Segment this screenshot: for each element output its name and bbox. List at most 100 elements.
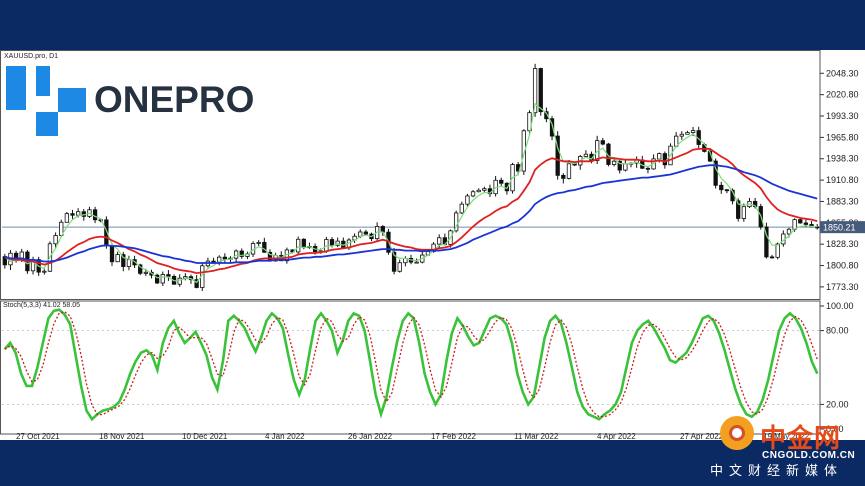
candle [561, 173, 566, 184]
candle-body [724, 189, 730, 192]
candle-body [222, 256, 227, 260]
candle-body [42, 270, 47, 273]
candle-body [115, 254, 120, 263]
candle-body [437, 237, 442, 245]
candle [645, 166, 651, 174]
candle [521, 129, 526, 175]
candle-body [453, 212, 459, 232]
cngold-logo-icon [720, 416, 754, 450]
candle [397, 259, 402, 273]
footer-band [0, 440, 865, 486]
moving-average-line [4, 102, 818, 284]
price-tick-label: 1910.80 [826, 175, 859, 185]
candle [453, 210, 459, 233]
candle-body [177, 277, 182, 285]
stoch-title: Stoch(5,3,3) 41.02 58.05 [3, 302, 80, 309]
candle-body [470, 191, 476, 197]
candle [487, 184, 493, 197]
candle-body [92, 209, 98, 221]
moving-average-line [4, 164, 818, 264]
candle [470, 190, 476, 198]
watermark-title: 中金网 [760, 424, 842, 454]
candle-body [64, 213, 70, 223]
candle-body [611, 160, 617, 165]
candle [256, 240, 261, 246]
candle-body [679, 133, 684, 137]
candle [724, 189, 730, 194]
current-price-label: 1850.21 [823, 223, 856, 233]
candle-body [262, 241, 267, 253]
date-tick-label: 26 Jan 2022 [348, 432, 393, 440]
watermark-subtitle: 中文财经新媒体 [710, 464, 844, 479]
candle-body [538, 68, 543, 113]
candle [741, 203, 746, 222]
candle-body [741, 206, 746, 219]
brand-name: ONEPRO [94, 79, 254, 120]
candle [583, 150, 589, 158]
logo-bar-icon [36, 66, 50, 96]
candle-body [662, 153, 668, 166]
candle [527, 110, 532, 135]
candle-body [583, 153, 589, 157]
candle-body [600, 140, 605, 145]
candle-body [2, 256, 7, 266]
candle-body [363, 231, 369, 235]
candle [476, 188, 481, 193]
candle-body [775, 243, 780, 258]
stoch-tick-label: 0.00 [826, 424, 844, 434]
price-tick-label: 2048.30 [826, 68, 859, 78]
logo-bar-icon [58, 88, 86, 112]
candle-body [521, 130, 526, 172]
candle-body [623, 163, 628, 171]
candle [532, 63, 538, 117]
candle-body [324, 239, 329, 252]
candle-body [138, 264, 143, 274]
candle [166, 270, 171, 281]
candle [499, 177, 504, 187]
date-tick-label: 17 Feb 2022 [431, 432, 476, 440]
candle-body [527, 112, 532, 132]
candle [70, 209, 75, 220]
candle [764, 222, 769, 259]
candle [617, 160, 622, 174]
stoch-tick-label: 100.00 [826, 301, 854, 311]
moving-average-line [4, 148, 818, 275]
candle [600, 137, 605, 146]
stoch-k-line [3, 308, 819, 422]
candle-body [482, 188, 487, 191]
candle-body [736, 200, 741, 219]
candle [341, 237, 346, 249]
candle [747, 197, 752, 209]
header-band [0, 0, 865, 50]
candle-body [719, 184, 724, 191]
candle-body [154, 274, 160, 284]
candle-body [296, 238, 301, 253]
candle-body [256, 241, 261, 244]
candle-body [194, 279, 199, 288]
candle [769, 254, 775, 259]
date-tick-label: 4 Apr 2022 [597, 432, 636, 440]
candle-body [504, 182, 510, 192]
candle-body [798, 219, 803, 224]
candle [335, 237, 340, 248]
price-tick-label: 2020.80 [826, 90, 859, 100]
candle [713, 158, 718, 189]
candle-body [645, 167, 651, 170]
price-tick-label: 1883.30 [826, 196, 859, 206]
candle-body [555, 135, 560, 176]
candle [459, 201, 464, 215]
candle-body [690, 130, 696, 133]
logo-bar-icon [36, 112, 58, 136]
candle-body [183, 276, 188, 279]
date-tick-label: 10 Dec 2021 [182, 432, 228, 440]
chart-title: XAUUSD.pro, D1 [4, 53, 58, 60]
candle [160, 271, 165, 287]
candle-body [329, 239, 335, 246]
candle [549, 116, 555, 141]
candle-body [685, 132, 690, 135]
candle-body [713, 160, 718, 186]
candle [555, 131, 560, 180]
candle-body [121, 254, 126, 267]
candle [296, 236, 301, 256]
cngold-watermark: 中金网 CNGOLD.COM.CN 中文财经新媒体 [710, 416, 858, 482]
